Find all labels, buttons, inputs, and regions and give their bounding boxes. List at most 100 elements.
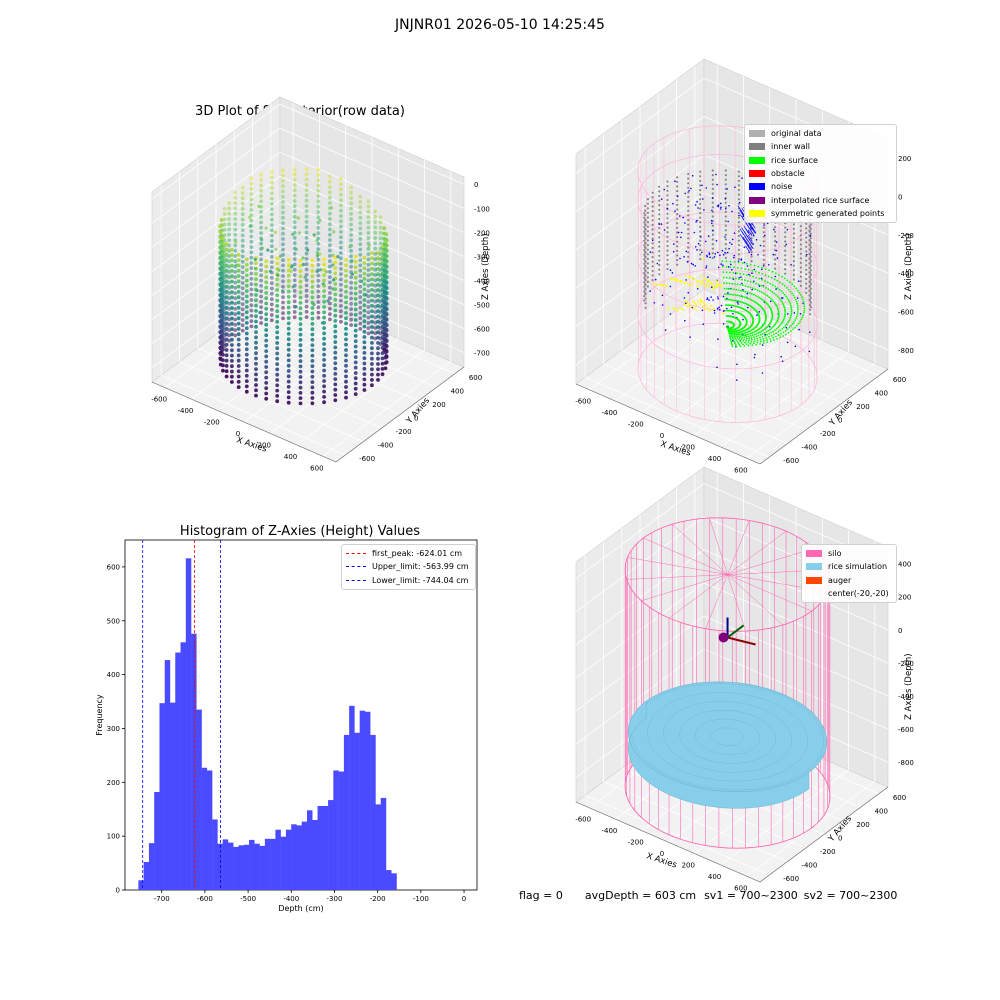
raw-scan-point [366, 252, 371, 256]
raw-scan-point [275, 362, 280, 366]
raw-scan-point [333, 345, 338, 350]
raw-scan-point [370, 266, 374, 271]
raw-scan-point [339, 235, 343, 240]
raw-y-axis-line [335, 366, 465, 463]
raw-surface-point [296, 216, 300, 220]
raw-scan-point [236, 268, 241, 273]
classify-wall-point [808, 248, 811, 251]
raw-scan-point [339, 240, 343, 245]
raw-surface-point [260, 246, 264, 250]
raw-scan-point [344, 342, 348, 347]
raw-scan-point [333, 282, 338, 286]
raw-scan-point [370, 277, 374, 282]
auger-center-marker [718, 632, 729, 643]
raw-scan-point [236, 327, 241, 331]
raw-scan-point [322, 331, 326, 336]
raw-scan-point [339, 277, 343, 282]
raw-scan-point [370, 341, 374, 345]
histogram-title: Histogram of Z-Axies (Height) Values [179, 524, 421, 539]
raw-scan-point [344, 263, 348, 268]
raw-scan-point [322, 347, 326, 352]
raw-scan-point [373, 273, 378, 277]
raw-scan-point [310, 364, 315, 369]
classify-wall-point [808, 271, 811, 274]
raw-scan-point [240, 328, 245, 333]
raw-scan-point [286, 390, 291, 394]
classify-wall-point [808, 298, 811, 301]
raw-scan-point [362, 266, 367, 271]
raw-scan-point [286, 300, 291, 305]
raw-scan-point [376, 372, 380, 377]
raw-scan-point [236, 316, 241, 321]
raw-scan-point [322, 305, 326, 309]
raw-scan-point [304, 304, 309, 309]
simulation-y-tick-label: 400 [875, 807, 888, 815]
classify-wall-point [799, 257, 803, 260]
classify-wall-point [799, 266, 803, 269]
raw-scan-point [370, 282, 374, 287]
raw-scan-point [316, 289, 321, 294]
raw-scan-point [378, 241, 383, 246]
raw-scan-point [322, 336, 326, 341]
raw-scan-point [292, 267, 297, 272]
raw-scan-point [286, 395, 291, 400]
raw-scan-point [370, 356, 374, 361]
classify-wall-point [808, 266, 811, 269]
raw-scan-point [316, 167, 321, 172]
classify-wall-point [784, 240, 787, 243]
raw-scan-point [316, 194, 321, 199]
raw-scan-point [378, 342, 383, 346]
raw-scan-point [230, 380, 234, 384]
raw-surface-point [248, 224, 252, 228]
raw-scan-point [353, 360, 358, 365]
raw-scan-point [339, 208, 343, 213]
raw-scan-point [370, 309, 374, 313]
raw-scan-point [240, 228, 245, 233]
raw-scan-point [233, 201, 238, 206]
raw-scan-point [358, 194, 363, 199]
raw-scan-point [298, 396, 303, 400]
raw-scan-point [298, 316, 303, 321]
raw-scan-point [304, 315, 309, 319]
raw-scan-point [353, 371, 358, 375]
raw-scan-point [353, 355, 358, 359]
simulation-legend-swatch [806, 550, 822, 558]
raw-scan-point [349, 301, 353, 306]
raw-scan-point [221, 331, 225, 336]
raw-scan-point [310, 327, 315, 332]
raw-surface-point [360, 279, 364, 283]
classify-wall-point [805, 245, 808, 248]
raw-scan-point [254, 324, 258, 329]
raw-scan-point [373, 267, 378, 272]
raw-scan-point [358, 231, 363, 236]
classify-wall-point [799, 243, 803, 246]
classify-wall-point [808, 294, 811, 297]
classify-wall-point [792, 241, 796, 244]
raw-scan-point [378, 273, 383, 278]
raw-scan-point [221, 273, 225, 278]
raw-scan-point [304, 193, 309, 198]
raw-scan-point [349, 307, 353, 311]
raw-grid-line [151, 272, 465, 368]
raw-scan-point [275, 335, 280, 340]
raw-scan-point [366, 225, 371, 230]
raw-scan-point [230, 353, 234, 358]
classify-wall-point [799, 234, 803, 237]
raw-scan-point [366, 315, 371, 320]
raw-scan-point [224, 332, 229, 337]
raw-scan-point [380, 356, 385, 361]
raw-scan-point [224, 316, 229, 321]
raw-scan-point [269, 286, 274, 291]
raw-scan-point [298, 301, 303, 305]
raw-scan-point [281, 247, 285, 252]
raw-scan-point [269, 244, 274, 249]
raw-scan-point [275, 314, 280, 319]
raw-scan-point [259, 199, 263, 204]
raw-scan-point [230, 263, 234, 268]
raw-scan-point [221, 236, 225, 241]
raw-grid-line [179, 171, 364, 443]
raw-scan-point [310, 359, 315, 363]
raw-scan-point [298, 385, 303, 390]
